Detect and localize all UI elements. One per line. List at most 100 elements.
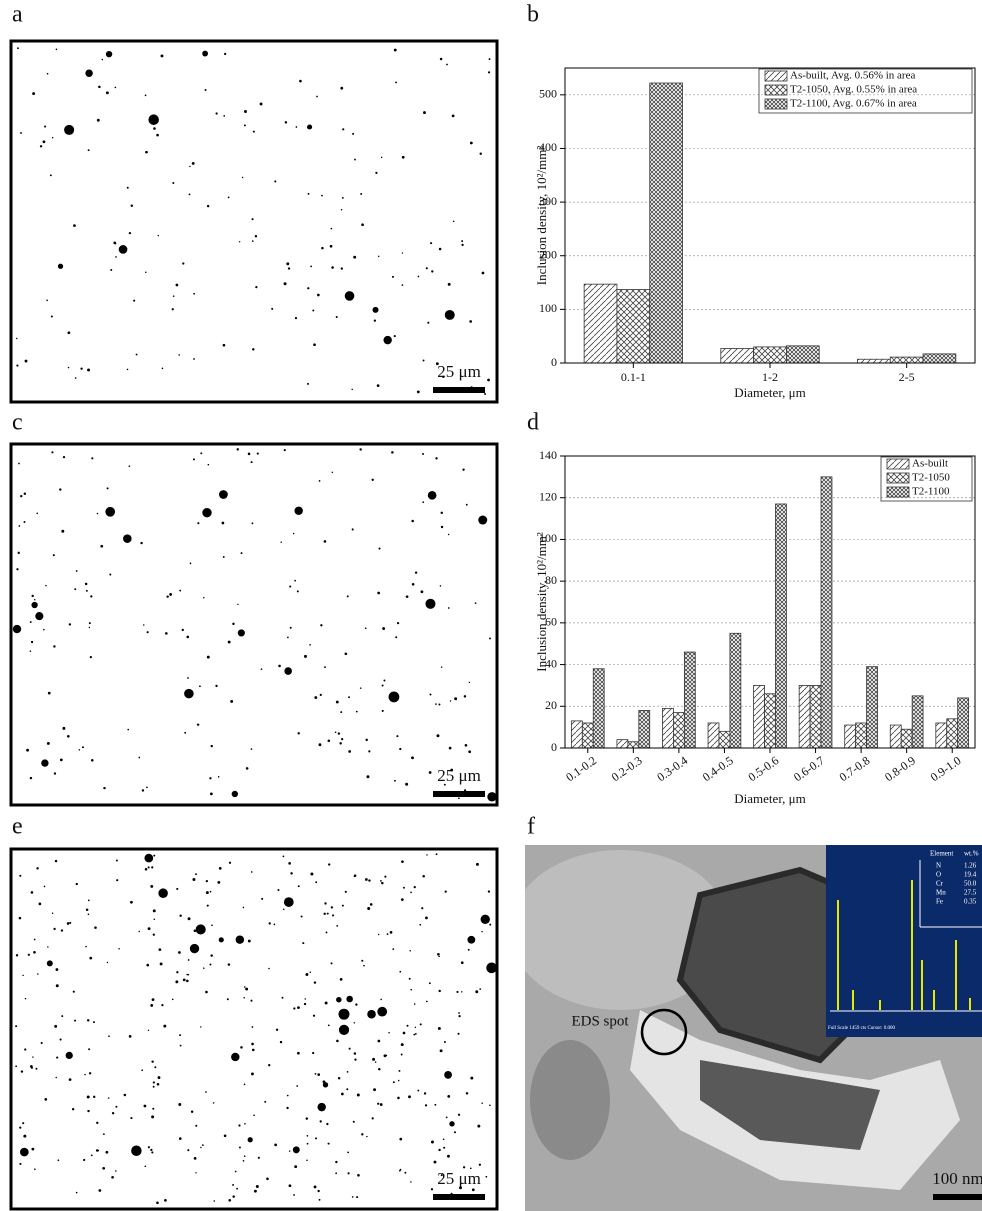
bar (809, 685, 822, 749)
y-tick-label: 80 (545, 573, 557, 587)
particle (18, 462, 20, 465)
particle (469, 141, 473, 145)
particle (151, 1115, 155, 1119)
particle (360, 192, 363, 195)
particle (128, 1035, 132, 1038)
particle (318, 480, 321, 482)
particle (187, 677, 189, 679)
particle (24, 1048, 27, 1051)
panel-label: a (12, 2, 23, 28)
particle (200, 1146, 202, 1149)
particle (30, 1066, 33, 1069)
particle (443, 783, 446, 786)
particle (89, 655, 92, 659)
particle (206, 655, 210, 659)
particle (115, 859, 118, 862)
particle (454, 1131, 457, 1134)
particle (423, 111, 426, 115)
particle (30, 891, 34, 894)
particle (210, 744, 213, 748)
particle (384, 875, 387, 878)
particle (176, 971, 179, 974)
particle (165, 632, 168, 635)
particle (361, 223, 364, 227)
particle (15, 1065, 18, 1068)
particle (39, 145, 43, 148)
particle (189, 943, 200, 954)
particle (143, 1104, 147, 1108)
particle (178, 1103, 182, 1106)
particle (52, 554, 55, 557)
particle (147, 1029, 150, 1032)
particle (51, 136, 54, 139)
particle (430, 242, 433, 245)
particle (205, 990, 208, 994)
particle (366, 1135, 368, 1138)
particle (347, 1151, 350, 1154)
particle (401, 284, 404, 286)
particle (250, 748, 253, 750)
particle (31, 594, 34, 598)
particle (442, 375, 445, 379)
particle (56, 1056, 59, 1059)
particle (87, 368, 91, 372)
particle (283, 449, 286, 452)
particle (335, 1172, 338, 1175)
particle (205, 891, 209, 895)
particle (143, 624, 145, 626)
particle (381, 684, 384, 687)
legend-box (880, 456, 973, 502)
inset-cell: Cr (936, 880, 944, 888)
particle (15, 954, 19, 957)
particle (470, 386, 473, 389)
particle (251, 1072, 254, 1076)
particle (275, 1028, 279, 1032)
particle (316, 95, 318, 98)
particle (268, 922, 271, 925)
particle (215, 684, 218, 688)
particle (191, 161, 195, 165)
particle (190, 1110, 194, 1114)
bar (775, 503, 787, 749)
particle (439, 57, 443, 61)
particle (147, 866, 150, 869)
particle (361, 959, 364, 962)
inset-cell: 19.4 (964, 871, 977, 879)
y-tick-label: 120 (539, 489, 557, 503)
particle (282, 855, 285, 858)
particle (348, 1047, 351, 1050)
particle (126, 186, 129, 189)
particle (288, 1184, 292, 1188)
particle (438, 1148, 441, 1152)
particle (378, 1068, 381, 1071)
particle (176, 887, 179, 890)
particle (138, 756, 141, 759)
particle (160, 54, 164, 58)
particle (380, 156, 383, 159)
particle (478, 792, 481, 794)
particle (71, 1108, 75, 1111)
particle (435, 362, 439, 366)
particle (488, 58, 491, 61)
particle (425, 598, 436, 609)
particle (23, 492, 27, 496)
particle (321, 246, 324, 250)
particle (434, 1103, 437, 1106)
particle (22, 1122, 25, 1125)
particle (245, 767, 249, 770)
bar (707, 722, 720, 749)
x-tick-label: 0.6-0.7 (791, 753, 827, 784)
particle (377, 1006, 388, 1017)
particle (383, 1054, 387, 1058)
particle (20, 1070, 24, 1073)
particle (100, 544, 104, 548)
particle (352, 132, 355, 135)
particle (184, 688, 194, 699)
particle (150, 884, 154, 888)
particle (67, 331, 71, 335)
particle (146, 631, 149, 634)
particle (281, 996, 284, 999)
particle (111, 1112, 115, 1115)
particle (426, 854, 428, 856)
particle (348, 750, 352, 753)
